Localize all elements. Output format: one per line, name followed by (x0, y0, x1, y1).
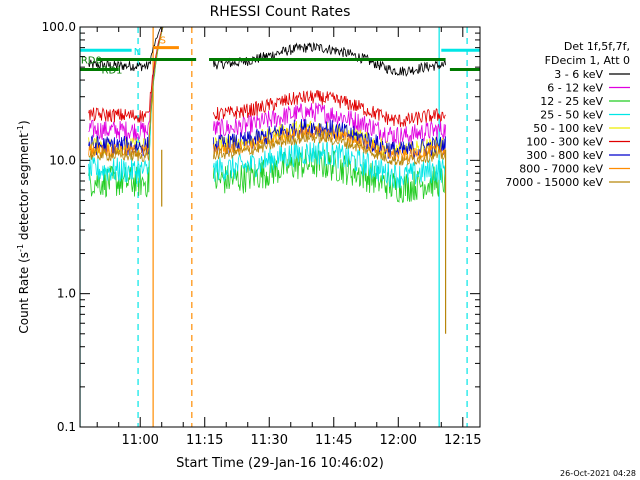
series-line (212, 141, 446, 189)
legend-header-2: FDecim 1, Att 0 (545, 54, 630, 67)
y-axis-label: Count Rate (s-1 detector segment-1) (16, 120, 31, 333)
x-tick-label: 12:15 (444, 433, 481, 448)
flag-label: N (134, 47, 141, 58)
legend-label: 12 - 25 keV (540, 95, 603, 108)
y-axis-label-sup2: -1 (16, 125, 25, 133)
x-axis-label: Start Time (29-Jan-16 10:46:02) (176, 456, 384, 471)
series-line (212, 131, 446, 166)
series-line (212, 41, 446, 77)
y-tick-label: 100.0 (42, 20, 76, 34)
legend-header-1: Det 1f,5f,7f, (564, 40, 630, 53)
series-line (212, 89, 446, 128)
x-tick-label: 12:00 (380, 433, 417, 448)
plot-frame (79, 26, 481, 428)
legend-label: 7000 - 15000 keV (505, 176, 603, 189)
y-tick-label: 10.0 (49, 153, 76, 167)
legend-label: 3 - 6 keV (554, 68, 603, 81)
y-tick-label: 1.0 (57, 287, 76, 301)
axes: 0.1 1.0 10.0 100.0 11:00 11:15 11:30 11:45 12:00… (42, 20, 482, 448)
legend-label: 50 - 100 keV (533, 122, 603, 135)
y-axis-label-mid: detector segment (17, 133, 31, 244)
x-tick-label: 11:45 (315, 433, 352, 448)
timestamp: 26-Oct-2021 04:28 (560, 469, 636, 478)
x-tick-label: 11:00 (121, 433, 158, 448)
legend-label: 800 - 7000 keV (519, 163, 603, 176)
series-line (88, 27, 162, 72)
legend-label: 100 - 300 keV (526, 136, 603, 149)
y-axis-label-main: Count Rate (s (17, 252, 31, 334)
legend: Det 1f,5f,7f, FDecim 1, Att 0 3 - 6 keV6… (505, 40, 630, 189)
series-line (212, 102, 446, 147)
x-tick-label: 11:15 (186, 433, 223, 448)
y-axis-label-sup1: -1 (16, 244, 25, 252)
y-axis-label-end: ) (17, 120, 31, 125)
series-line (88, 27, 164, 198)
legend-label: 300 - 800 keV (526, 149, 603, 162)
flag-label: RD1 (102, 66, 123, 77)
series-line (88, 27, 163, 123)
x-tick-label: 11:30 (251, 433, 288, 448)
flag-label: S (160, 36, 166, 47)
legend-label: 25 - 50 keV (540, 109, 603, 122)
flag-label: RD0 (81, 56, 102, 67)
y-tick-label: 0.1 (57, 420, 76, 434)
chart-title: RHESSI Count Rates (210, 4, 351, 20)
series-line (212, 148, 446, 203)
series-line (88, 27, 164, 162)
legend-label: 6 - 12 keV (547, 82, 603, 95)
